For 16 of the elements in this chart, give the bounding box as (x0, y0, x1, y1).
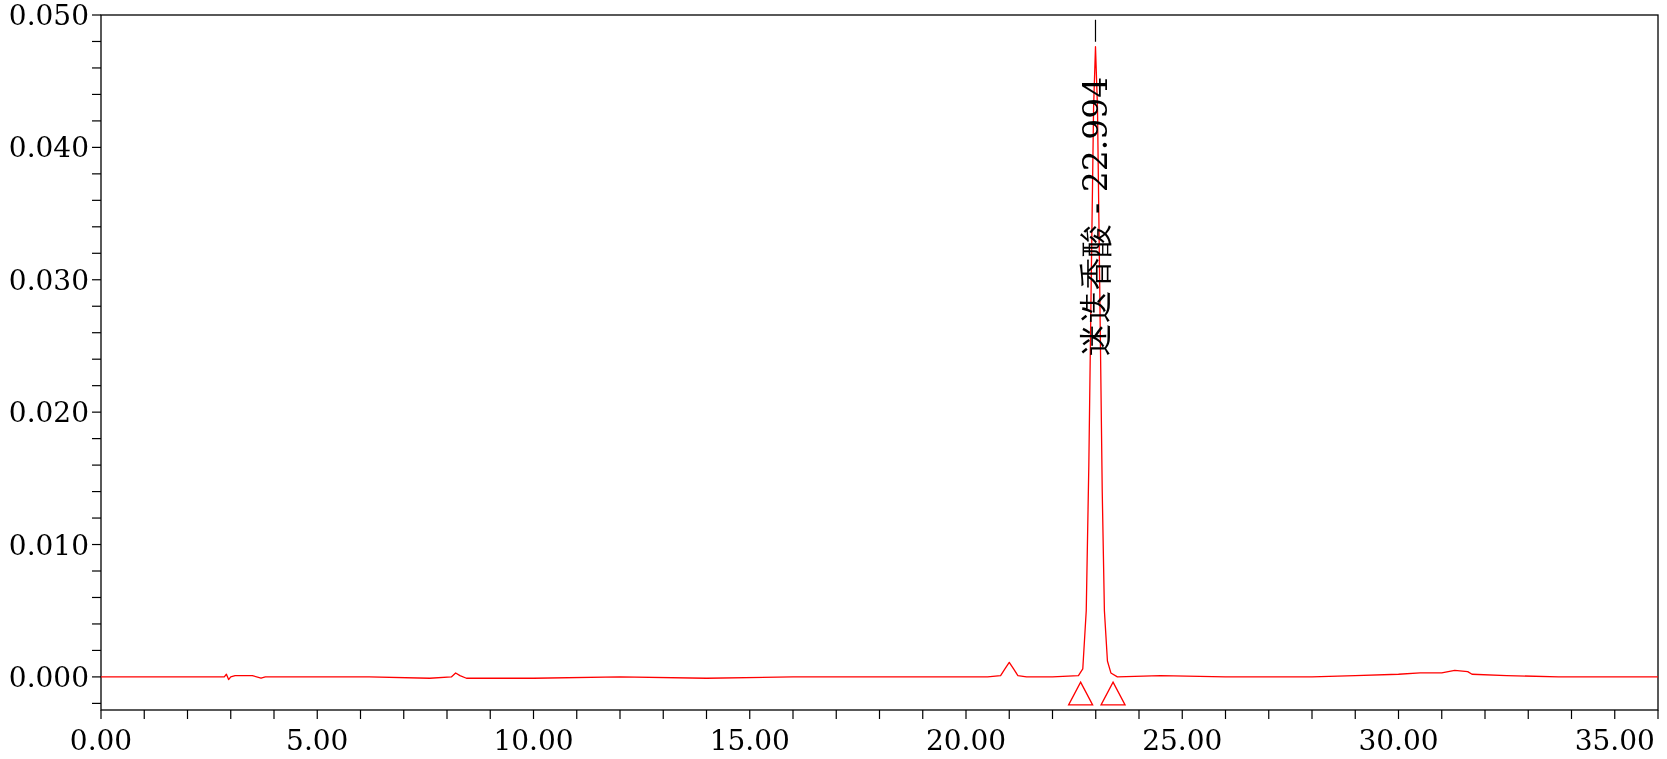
y-tick-label: 0.020 (8, 396, 89, 430)
x-tick-label: 0.00 (69, 724, 133, 757)
y-tick-label: 0.050 (8, 0, 89, 32)
y-tick-label: 0.010 (8, 528, 89, 562)
y-tick-label: 0.040 (8, 131, 89, 165)
y-tick-label: 0.000 (8, 660, 89, 694)
x-tick-label: 20.00 (925, 724, 1007, 757)
x-tick-label: 15.00 (709, 724, 790, 757)
annotation: 迷迭香酸 - 22.994 (1076, 76, 1116, 357)
x-tick-label: 25.00 (1142, 724, 1223, 757)
annotation: 迷迭香酸 - 22.994 (1076, 19, 1116, 357)
x-tick-label: 30.00 (1358, 724, 1439, 757)
x-tick-label: 35.00 (1574, 724, 1655, 757)
y-tick-label: 0.030 (8, 263, 89, 297)
x-tick-label: 5.00 (286, 724, 349, 757)
x-tick-label: 10.00 (493, 724, 574, 757)
